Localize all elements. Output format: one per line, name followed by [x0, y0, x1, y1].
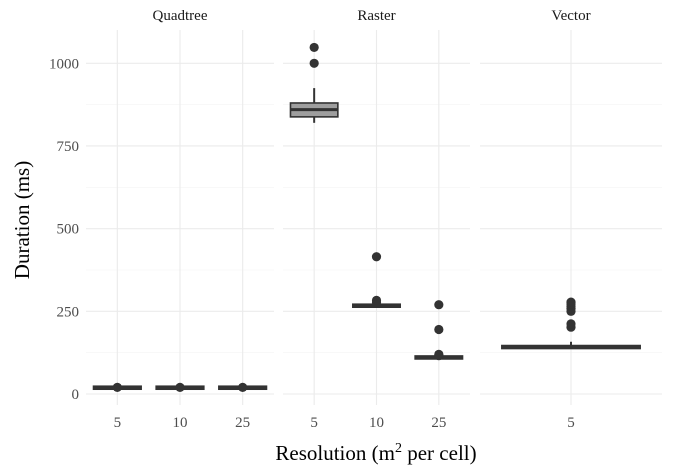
box-marks-layer: [92, 42, 641, 392]
y-axis-tick-labels: 0 250 500 750 1000: [49, 56, 79, 403]
y-tick-label: 750: [57, 139, 80, 155]
y-tick-label: 500: [57, 222, 80, 238]
x-axis-tick-labels: 5 10 25 5 10 25 5: [114, 415, 575, 431]
outlier-point: [434, 324, 444, 335]
facet-strip-labels: Quadtree Raster Vector: [153, 8, 591, 24]
y-tick-label: 1000: [49, 56, 79, 72]
outlier-point: [434, 349, 444, 359]
x-tick-label: 25: [431, 415, 446, 431]
x-tick-label: 5: [567, 415, 575, 431]
facet-strip-label: Quadtree: [153, 8, 208, 24]
x-tick-label: 10: [369, 415, 384, 431]
y-axis-title: Duration (ms): [10, 161, 34, 279]
outlier-point: [371, 252, 382, 262]
y-tick-label: 0: [72, 387, 80, 403]
outlier-point: [309, 58, 319, 68]
grid-layer: [86, 30, 662, 405]
outlier-point: [175, 382, 185, 392]
outlier-point: [371, 295, 382, 306]
x-tick-label: 5: [310, 415, 318, 431]
outlier-point: [434, 300, 444, 310]
x-axis-title: Resolution (m2 per cell): [275, 441, 476, 465]
facet-strip-label: Vector: [551, 8, 590, 24]
y-tick-label: 250: [57, 304, 80, 320]
facet-strip-label: Raster: [357, 8, 395, 24]
x-tick-label: 5: [114, 415, 122, 431]
outlier-point: [566, 319, 576, 329]
x-tick-label: 10: [173, 415, 188, 431]
outlier-point: [112, 382, 122, 392]
outlier-point: [238, 382, 248, 392]
x-tick-label: 25: [235, 415, 250, 431]
outlier-point: [309, 42, 319, 53]
outlier-point: [566, 297, 576, 307]
